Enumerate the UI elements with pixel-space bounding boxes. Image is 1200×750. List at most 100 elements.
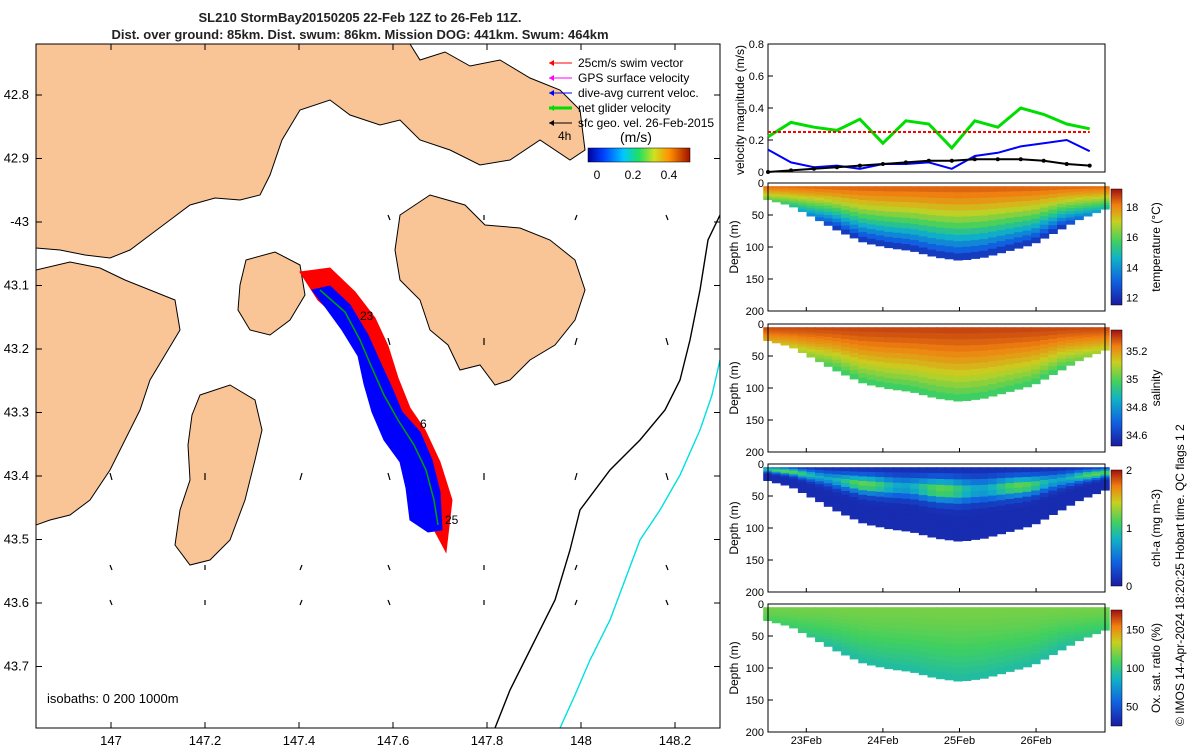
chl-a-cell: [970, 515, 981, 522]
salinity-cell: [918, 377, 929, 384]
temperature-cell: [815, 208, 825, 213]
temperature-cell: [884, 236, 894, 243]
salinity-cell: [1022, 332, 1032, 338]
chl-a-cell: [1022, 486, 1032, 493]
chl-a-cell: [1005, 499, 1015, 506]
oxygen-cell: [858, 630, 868, 636]
chl-a-cell: [797, 485, 808, 489]
geo-arrow: [665, 472, 669, 481]
chl-a-cell: [1022, 477, 1032, 483]
salinity-cell: [1091, 342, 1101, 346]
oxygen-cell: [858, 639, 868, 645]
temperature-cell: [1013, 201, 1024, 208]
salinity-cell: [815, 341, 825, 346]
oxygen-cell: [1048, 638, 1058, 644]
oxygen-cell: [1022, 656, 1032, 663]
temperature-cell: [867, 214, 877, 221]
temperature-cell: [849, 224, 860, 230]
oxygen-cell: [797, 623, 808, 627]
oxygen-cell: [1057, 628, 1067, 633]
temperature-cell: [979, 203, 989, 211]
oxygen-cell: [832, 646, 842, 652]
oxygen-cell: [944, 625, 955, 633]
chl-a-cell: [1083, 494, 1093, 498]
temperature-cell: [780, 196, 790, 199]
temperature-cell: [1013, 191, 1024, 198]
chl-a-cell: [1048, 494, 1058, 500]
chl-a-cell: [996, 527, 1006, 535]
salinity-ylabel: Depth (m): [727, 361, 741, 414]
chl-a-cell: [832, 481, 842, 487]
oxygen-cell: [970, 649, 981, 656]
salinity-ytick-label-4: 200: [746, 447, 764, 459]
salinity-cell: [979, 374, 989, 382]
oxygen-cell: [1057, 638, 1067, 644]
salinity-cell: [1031, 331, 1041, 338]
chl-a-cell: [953, 467, 963, 475]
temperature-cell: [892, 243, 903, 250]
oxygen-cell: [927, 613, 937, 620]
salinity-cell: [936, 368, 946, 376]
chl-a-cell: [771, 478, 782, 481]
salinity-cell: [1039, 344, 1050, 350]
temperature-cell: [1091, 192, 1101, 196]
temperature-cell: [901, 212, 911, 219]
oxygen-cell: [832, 610, 842, 616]
salinity-cell: [771, 333, 782, 336]
chl-a-cell: [1013, 497, 1024, 504]
temperature-cell: [970, 186, 981, 194]
chl-a-cell: [927, 496, 937, 503]
salinity-cell: [780, 340, 790, 343]
oxygen-cell: [806, 629, 816, 633]
salinity-cell: [832, 352, 842, 357]
temperature-cell: [1022, 230, 1032, 237]
chl-a-cell: [884, 487, 894, 494]
salinity-cell: [849, 340, 860, 346]
salinity-cell: [996, 376, 1006, 384]
salinity-cell: [841, 354, 851, 360]
salinity-cell: [780, 343, 790, 346]
chl-a-cell: [1091, 478, 1101, 482]
temperature-cell: [875, 220, 885, 227]
oxygen-cell: [953, 674, 963, 682]
oxygen-cell: [815, 629, 825, 634]
temperature-cell: [1031, 237, 1041, 244]
temperature-cell: [979, 209, 989, 217]
chl-a-cell: [927, 467, 937, 474]
salinity-cell: [832, 338, 842, 343]
temperature-cell: [797, 190, 808, 194]
oxygen-cell: [1005, 612, 1015, 619]
salinity-cell: [910, 364, 920, 372]
salinity-cell: [927, 384, 937, 392]
chl-a-cell: [936, 496, 946, 504]
temperature-cbar-tick-3: 18: [1126, 202, 1138, 214]
chl-a-colorbar: [1110, 469, 1123, 587]
chl-a-cell: [1013, 492, 1024, 499]
chl-a-cell: [1065, 492, 1076, 497]
chl-a-cell: [910, 467, 920, 474]
velocity-plot-frame: [767, 43, 1106, 173]
salinity-cell: [918, 332, 929, 340]
chl-a-cell: [918, 511, 929, 519]
oxygen-cell: [970, 625, 981, 633]
chl-a-cell: [780, 477, 790, 480]
land-tasman-peninsula: [394, 194, 586, 386]
salinity-cell: [832, 341, 842, 347]
oxygen-cell: [815, 618, 825, 623]
temperature-cell: [1065, 192, 1076, 197]
chl-a-cell: [892, 518, 903, 526]
temperature-cell: [875, 230, 885, 237]
temperature-cell: [1091, 197, 1101, 201]
salinity-cell: [892, 347, 903, 355]
temperature-cell: [849, 228, 860, 235]
temperature-cell: [901, 223, 911, 230]
salinity-cell: [1022, 337, 1032, 343]
chl-a-cell: [910, 521, 920, 528]
oxygen-cell: [797, 609, 808, 613]
oxygen-cell: [962, 661, 972, 669]
temperature-cell: [892, 196, 903, 203]
temperature-cell: [841, 186, 851, 192]
oxygen-cell: [1048, 611, 1058, 616]
temperature-cell: [918, 247, 929, 255]
temperature-cell: [1065, 205, 1076, 210]
